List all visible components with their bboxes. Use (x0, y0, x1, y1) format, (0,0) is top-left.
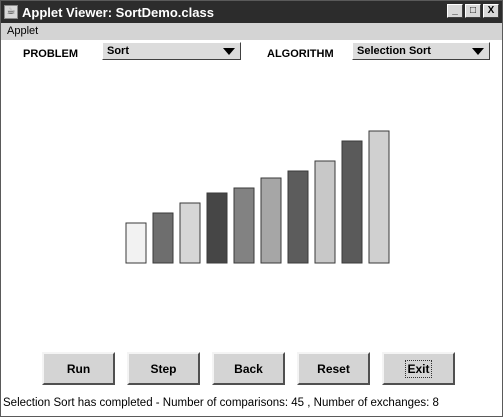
algorithm-select-value: Selection Sort (357, 45, 431, 57)
sort-bar (179, 202, 201, 264)
sort-bar (125, 222, 147, 264)
menu-applet[interactable]: Applet (7, 25, 39, 37)
reset-button[interactable]: Reset (297, 352, 370, 385)
sort-bar (368, 130, 390, 264)
reset-button-label: Reset (317, 361, 350, 376)
title-bar[interactable]: ☕ Applet Viewer: SortDemo.class _ □ X (1, 1, 502, 23)
back-button[interactable]: Back (212, 352, 285, 385)
back-button-label: Back (234, 361, 263, 376)
problem-select-value: Sort (107, 45, 129, 57)
window-controls: _ □ X (447, 4, 499, 18)
chevron-down-icon (223, 48, 235, 55)
problem-select[interactable]: Sort (102, 42, 241, 60)
sort-bar (233, 187, 255, 264)
close-button[interactable]: X (483, 4, 499, 18)
exit-button-label: Exit (405, 359, 432, 378)
sort-bar (341, 140, 363, 264)
chevron-down-icon (472, 48, 484, 55)
maximize-button[interactable]: □ (465, 4, 481, 18)
sort-bar (206, 192, 228, 264)
window-title: Applet Viewer: SortDemo.class (22, 4, 214, 20)
java-app-icon: ☕ (4, 5, 18, 19)
applet-content: PROBLEM Sort ALGORITHM Selection Sort Ru… (1, 40, 502, 416)
step-button[interactable]: Step (127, 352, 200, 385)
exit-button[interactable]: Exit (382, 352, 455, 385)
sort-bar (287, 170, 309, 264)
problem-label: PROBLEM (23, 48, 78, 60)
algorithm-select[interactable]: Selection Sort (352, 42, 490, 60)
algorithm-label: ALGORITHM (267, 48, 334, 60)
minimize-button[interactable]: _ (447, 4, 463, 18)
run-button-label: Run (66, 361, 91, 376)
status-text: Selection Sort has completed - Number of… (3, 397, 439, 409)
sort-bars-canvas (125, 130, 390, 264)
step-button-label: Step (150, 361, 177, 376)
sort-bar (152, 212, 174, 264)
sort-bar (314, 160, 336, 264)
run-button[interactable]: Run (42, 352, 115, 385)
menu-bar: Applet (1, 23, 502, 40)
sort-bar (260, 177, 282, 264)
